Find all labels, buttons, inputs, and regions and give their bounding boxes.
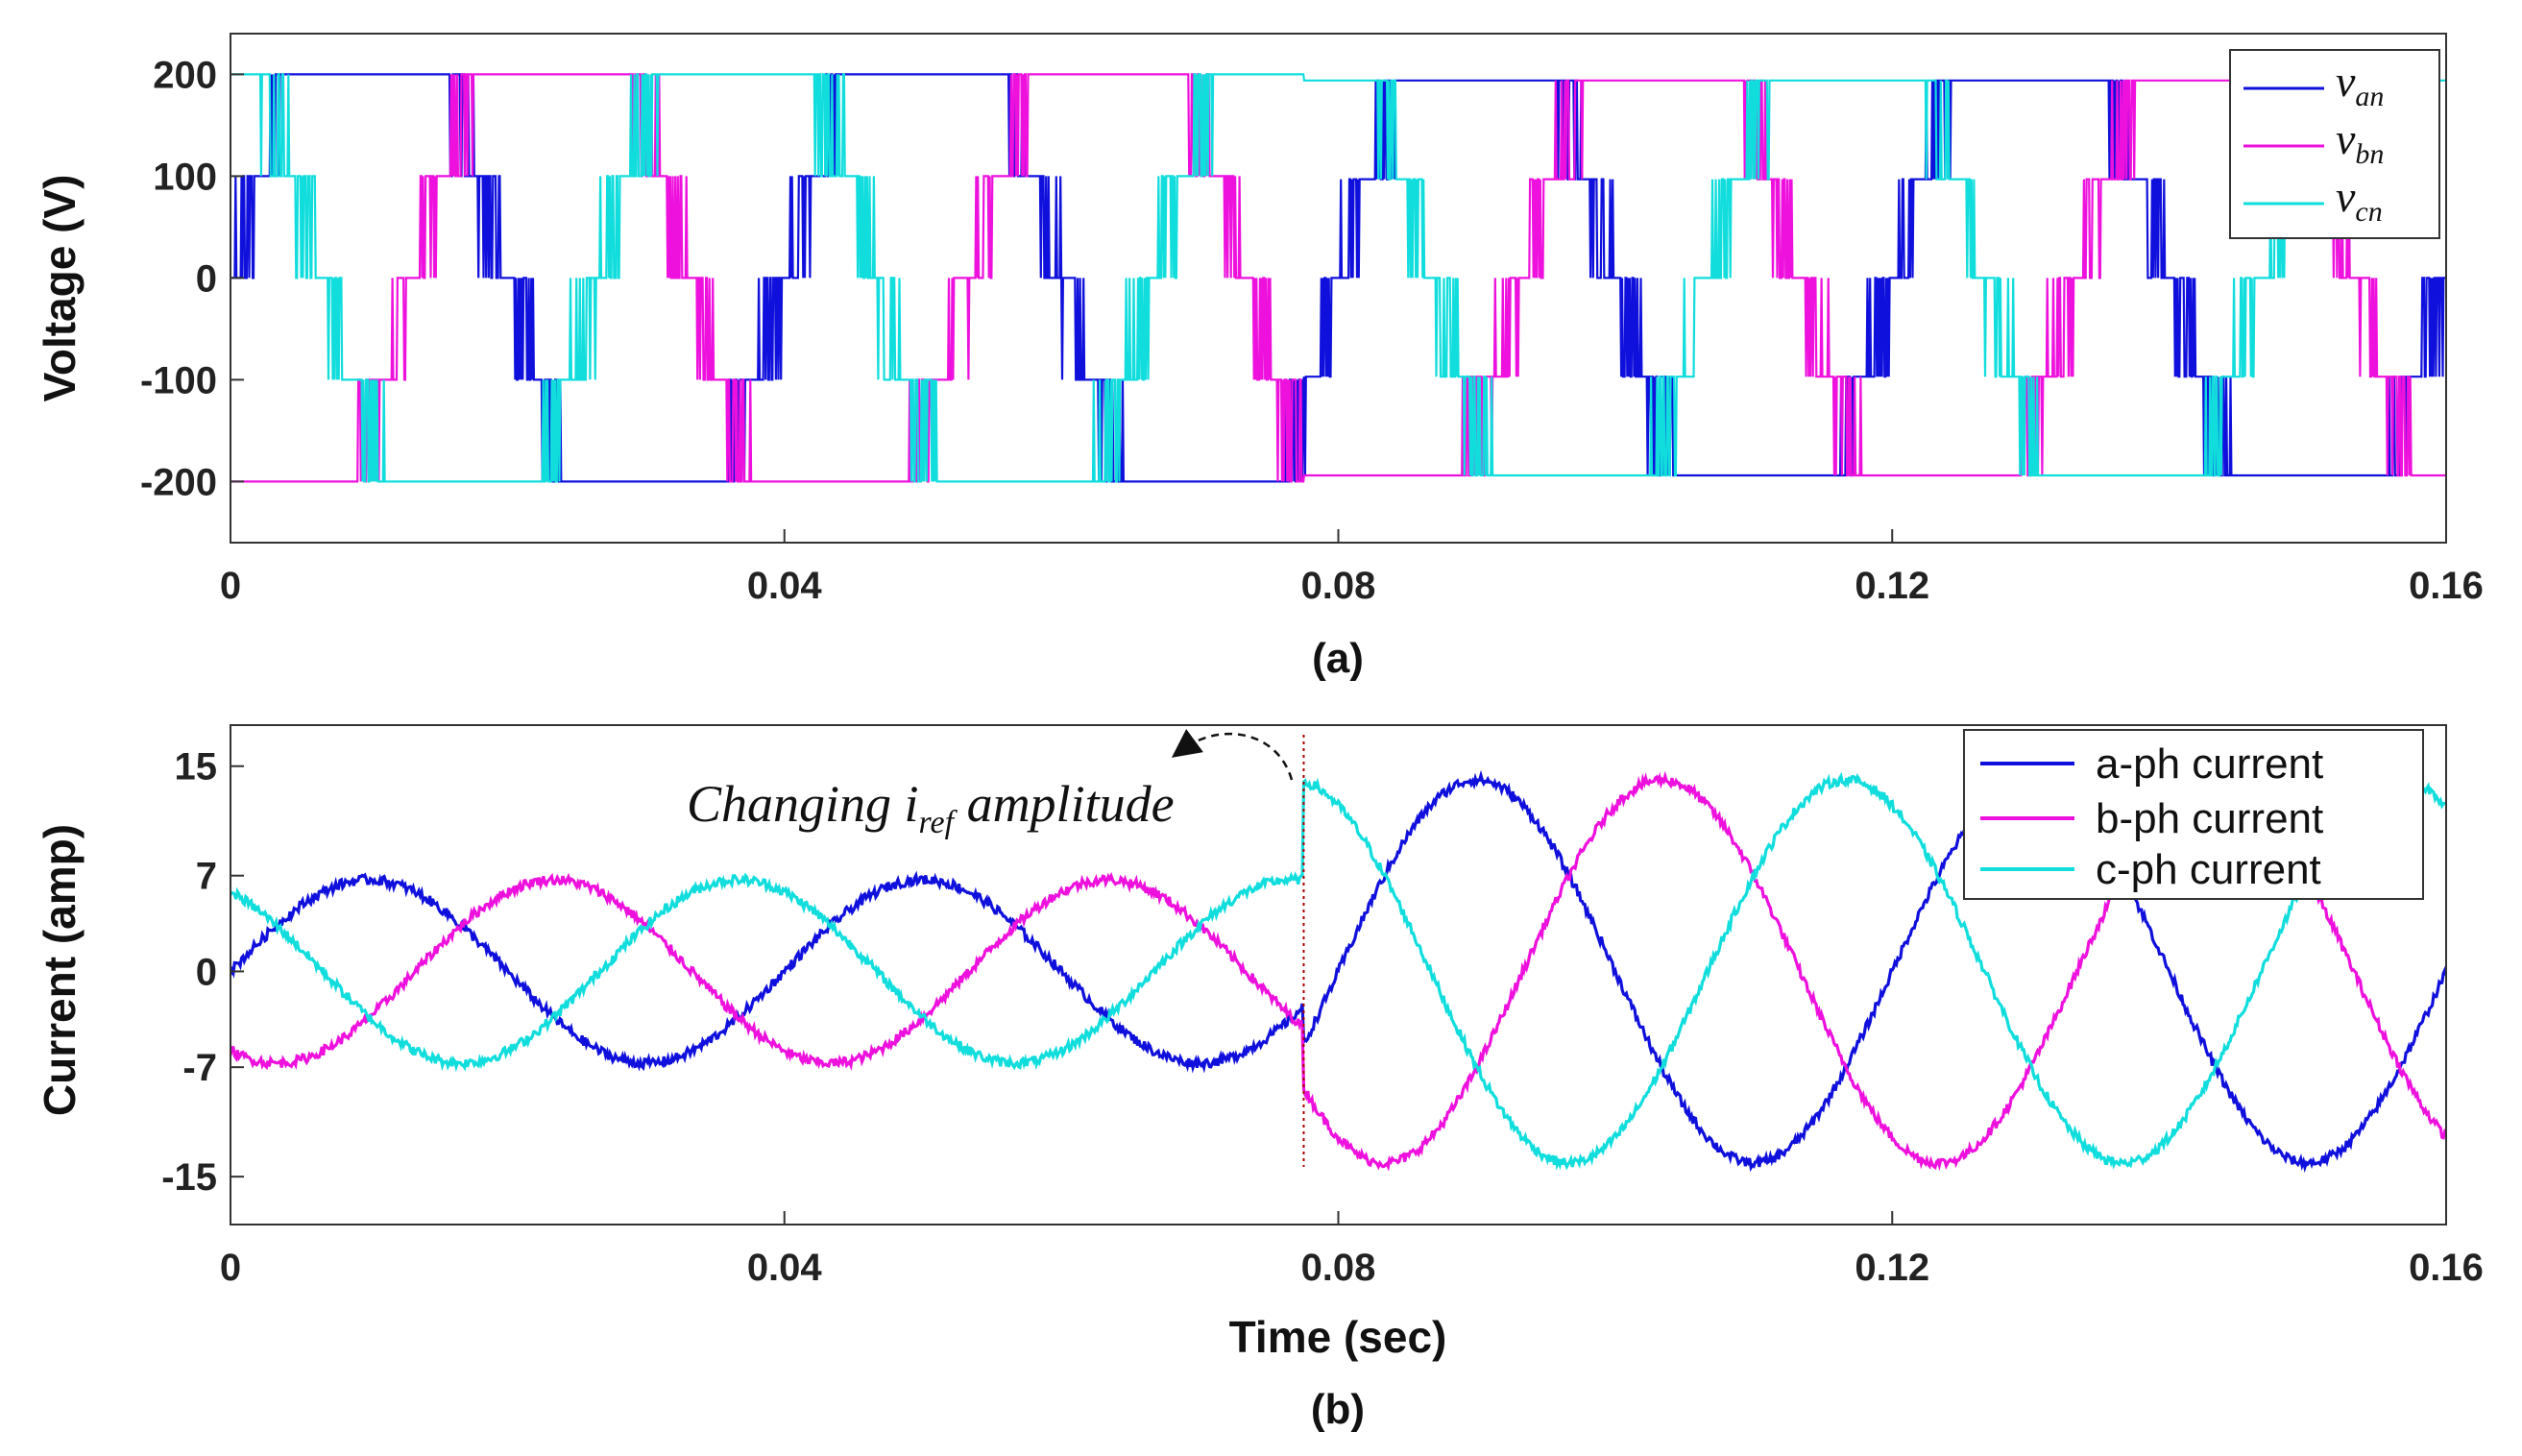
legend-c-ph-label: c-ph current [2096, 846, 2321, 893]
annotation-arrow [1171, 729, 1294, 781]
annotation-suffix: amplitude [954, 775, 1174, 833]
annotation-prefix: Changing [687, 775, 905, 833]
legend-item-c-ph: c-ph current [1980, 846, 2321, 893]
annotation-sub: ref [919, 805, 958, 840]
y-tick-label: 0 [196, 257, 217, 300]
x-tick-label: 0.12 [1855, 565, 1929, 607]
x-tick-label: 0.16 [2409, 565, 2484, 607]
legend-van-main: v [2336, 57, 2356, 106]
legend-item-vbn: vbn [2243, 114, 2384, 170]
caption-b: (b) [1311, 1386, 1365, 1433]
x-tick-label: 0.08 [1301, 565, 1376, 607]
voltage-chart: 200 100 0 -100 -200 0 0.04 0.08 0.12 0.16 Voltag… [35, 33, 2484, 682]
current-x-axis-label: Time (sec) [1229, 1312, 1447, 1362]
svg-text:vbn: vbn [2336, 114, 2384, 170]
amplitude-annotation: Changing iref amplitude [687, 729, 1294, 840]
svg-text:Changing iref amplitude: Changing iref amplitude [687, 775, 1175, 840]
x-tick-label: 0.04 [747, 565, 823, 607]
y-tick-label: -200 [140, 461, 217, 503]
legend-item-b-ph: b-ph current [1980, 795, 2323, 842]
legend-a-ph-label: a-ph current [2096, 740, 2323, 788]
y-tick-label: -15 [161, 1156, 217, 1199]
voltage-series-vcn [230, 73, 2446, 483]
legend-vcn-main: v [2336, 172, 2356, 221]
y-tick-label: 15 [175, 746, 218, 789]
x-tick-label: 0.12 [1855, 1247, 1929, 1289]
voltage-y-axis-label: Voltage (V) [35, 175, 85, 402]
y-tick-label: 200 [153, 54, 217, 96]
annotation-i: i [905, 775, 919, 833]
x-tick-label: 0 [220, 1247, 241, 1289]
x-tick-label: 0 [220, 565, 241, 607]
y-tick-label: -7 [182, 1047, 217, 1089]
y-tick-label: 0 [196, 951, 217, 993]
legend-item-a-ph: a-ph current [1980, 740, 2323, 788]
legend-item-vcn: vcn [2243, 172, 2383, 228]
legend-item-van: van [2243, 57, 2384, 112]
y-tick-label: 100 [153, 156, 217, 198]
x-tick-label: 0.16 [2409, 1247, 2484, 1289]
current-legend: a-ph current b-ph current c-ph current [1963, 729, 2424, 900]
svg-text:van: van [2336, 57, 2384, 112]
voltage-plot-area [230, 34, 2446, 543]
current-y-axis-label: Current (amp) [35, 824, 85, 1116]
y-tick-label: -100 [140, 359, 217, 401]
voltage-series-vbn [230, 73, 2446, 483]
voltage-legend: van vbn vcn [2229, 49, 2440, 239]
legend-van-sub: an [2355, 81, 2384, 112]
y-tick-label: 7 [196, 856, 217, 898]
legend-vbn-sub: bn [2355, 138, 2384, 170]
current-series-c-ph-current [230, 771, 2446, 1171]
current-series-b-ph-current [230, 770, 2446, 1172]
x-tick-label: 0.08 [1301, 1247, 1376, 1289]
legend-vcn-sub: cn [2355, 196, 2382, 228]
svg-text:vcn: vcn [2336, 172, 2383, 228]
voltage-series-van [230, 73, 2446, 483]
legend-b-ph-label: b-ph current [2096, 795, 2323, 842]
caption-a: (a) [1312, 635, 1364, 682]
legend-vbn-main: v [2336, 114, 2356, 163]
current-chart: 15 7 0 -7 -15 0 0.04 0.08 0.12 0.16 Current (amp… [35, 724, 2484, 1433]
x-tick-label: 0.04 [747, 1247, 823, 1289]
